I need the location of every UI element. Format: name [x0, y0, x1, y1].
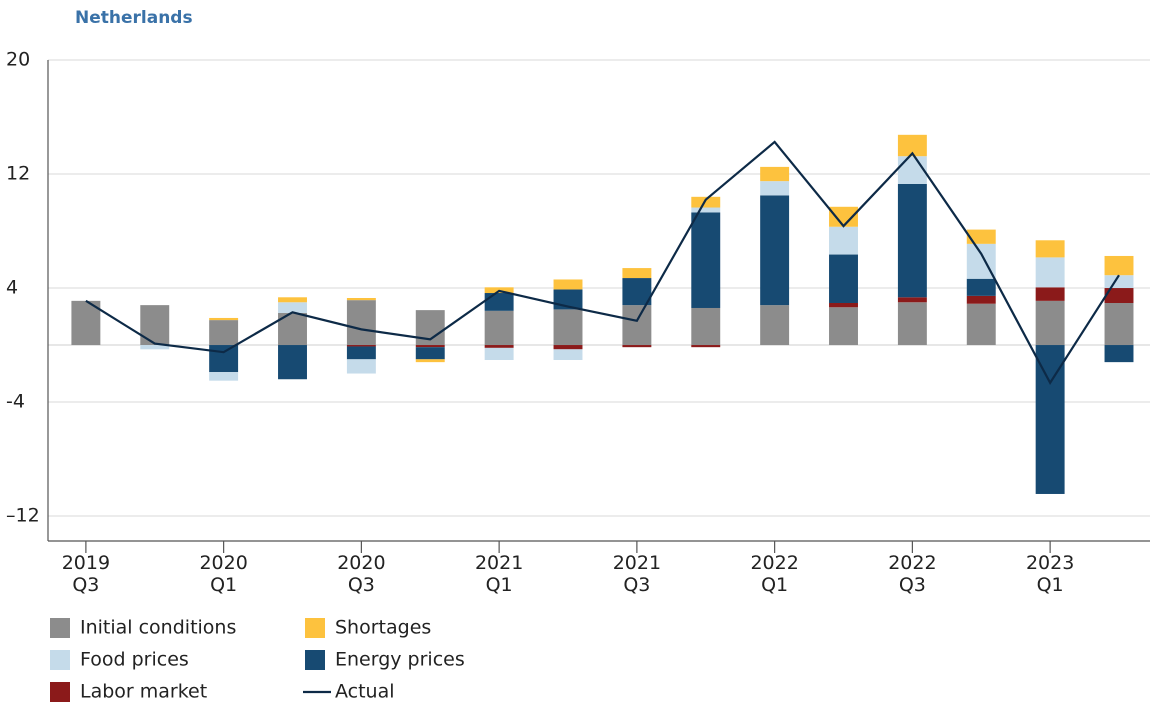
bar-segment: [1104, 288, 1134, 303]
bar-segment: [966, 295, 996, 304]
legend-label: Labor market: [80, 681, 207, 703]
bar-segment: [415, 345, 445, 348]
bar-segment: [553, 279, 583, 290]
bar-segment: [346, 300, 376, 346]
legend-swatch: [305, 650, 325, 670]
bar-segment: [1104, 345, 1134, 363]
bar-segment: [209, 317, 239, 321]
x-tick-label: 2023 Q1: [1026, 552, 1074, 596]
bar-segment: [278, 297, 307, 303]
bar-segment: [209, 320, 239, 346]
y-tick-label: –12: [6, 505, 40, 527]
bar-segment: [760, 166, 790, 182]
legend-label: Shortages: [335, 617, 431, 639]
bar-segment: [691, 212, 721, 308]
bar-segment: [346, 346, 376, 360]
bar-segment: [622, 305, 652, 346]
bar-segment: [691, 345, 721, 348]
x-tick-label: 2019 Q3: [62, 552, 110, 596]
bar-segment: [622, 268, 652, 279]
bar-segment: [484, 345, 514, 348]
bar-segment: [415, 359, 445, 363]
bar-segment: [622, 278, 652, 306]
bar-segment: [140, 305, 170, 346]
bar-segment: [1104, 255, 1134, 276]
bar-segment: [829, 226, 858, 255]
bar-segment: [1035, 300, 1065, 346]
x-tick-label: 2022 Q3: [888, 552, 936, 596]
bar-segment: [553, 309, 583, 346]
bar-segment: [278, 302, 307, 313]
bar-segment: [897, 297, 927, 303]
chart-title: Netherlands: [75, 8, 193, 28]
x-tick-label: 2021 Q1: [475, 552, 523, 596]
actual-line: [85, 140, 1120, 385]
bar-segment: [415, 347, 445, 360]
bar-segment: [622, 345, 652, 348]
y-tick-label: 12: [6, 163, 30, 185]
bar-segment: [760, 181, 790, 196]
bar-segment: [691, 307, 721, 346]
legend-swatch: [50, 618, 70, 638]
bar-segment: [278, 345, 307, 380]
bar-segment: [691, 196, 721, 208]
x-tick-label: 2021 Q3: [613, 552, 661, 596]
bar-segment: [897, 156, 927, 184]
bar-segment: [1035, 240, 1065, 258]
x-tick-label: 2022 Q1: [750, 552, 798, 596]
bar-segment: [1035, 345, 1065, 494]
bar-segment: [760, 305, 790, 346]
bar-segment: [897, 183, 927, 298]
bar-segment: [897, 302, 927, 346]
legend-swatch: [305, 618, 325, 638]
bar-segment: [760, 195, 790, 306]
legend-label: Actual: [335, 681, 395, 703]
bar-segment: [346, 359, 376, 374]
bar-segment: [553, 349, 583, 361]
bar-segment: [1035, 257, 1065, 288]
bar-segment: [484, 293, 514, 311]
legend-label: Energy prices: [335, 649, 465, 671]
bar-segment: [966, 278, 996, 296]
bar-segment: [346, 298, 376, 301]
bar-segment: [140, 345, 170, 350]
bar-segment: [829, 302, 858, 308]
bar-segment: [1035, 287, 1065, 301]
bar-segment: [346, 345, 376, 347]
legend-swatch: [50, 650, 70, 670]
x-tick-label: 2020 Q3: [337, 552, 385, 596]
bar-segment: [209, 345, 239, 373]
bar-segment: [209, 372, 239, 381]
y-tick-label: 4: [6, 277, 18, 299]
bar-segment: [71, 300, 101, 346]
legend-swatch: [50, 682, 70, 702]
legend-label: Food prices: [80, 649, 189, 671]
bar-segment: [1104, 302, 1134, 346]
bar-segment: [484, 310, 514, 346]
bar-segment: [897, 134, 927, 157]
bar-segment: [553, 345, 583, 350]
bar-segment: [829, 254, 858, 303]
bar-segment: [966, 229, 996, 244]
bar-segment: [829, 206, 858, 227]
bar-segment: [484, 347, 514, 361]
bar-segment: [691, 207, 721, 213]
y-tick-label: 20: [6, 49, 30, 71]
y-tick-label: -4: [6, 391, 25, 413]
legend-label: Initial conditions: [80, 617, 236, 639]
bar-segment: [829, 307, 858, 346]
bar-segment: [966, 303, 996, 346]
x-tick-label: 2020 Q1: [199, 552, 247, 596]
